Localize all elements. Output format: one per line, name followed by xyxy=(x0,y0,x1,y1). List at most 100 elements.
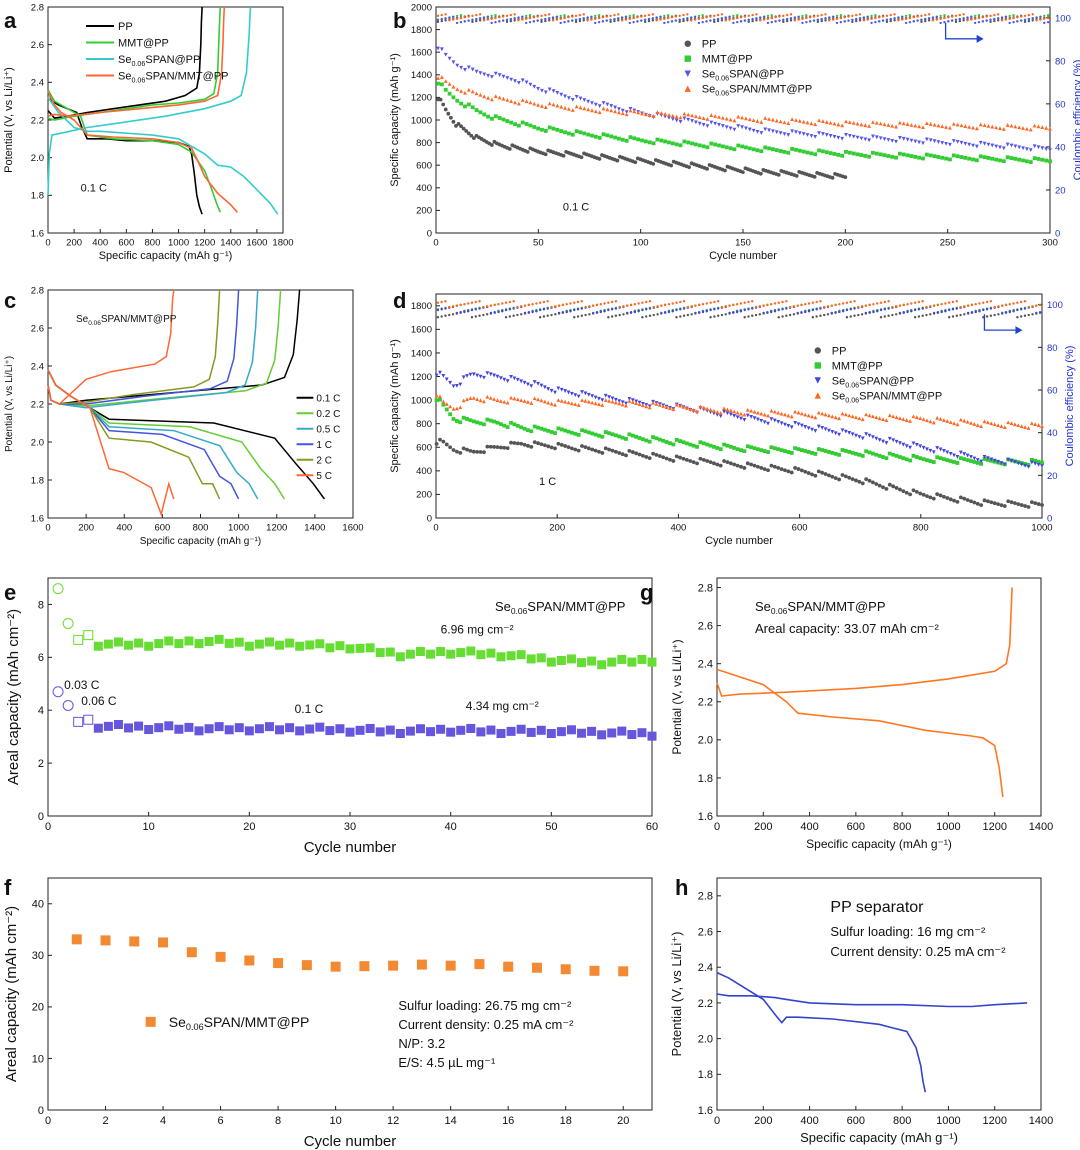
capacity-point xyxy=(770,147,775,152)
ce-point xyxy=(860,305,864,308)
data-point xyxy=(516,650,526,660)
ce-point xyxy=(698,311,701,314)
capacity-point xyxy=(715,462,720,467)
ce-point xyxy=(866,15,869,19)
legend-marker xyxy=(814,377,821,384)
capacity-point xyxy=(637,402,642,407)
ce-point xyxy=(493,303,496,307)
capacity-point xyxy=(549,445,554,450)
capacity-point xyxy=(1021,158,1025,163)
ce-point xyxy=(732,17,735,21)
capacity-point xyxy=(456,121,461,126)
capacity-point xyxy=(940,124,945,129)
ce-point xyxy=(675,301,678,304)
x-tick-label: 300 xyxy=(1042,238,1058,249)
y2-tick-label: 20 xyxy=(1055,185,1066,196)
capacity-point xyxy=(563,428,568,433)
ce-point xyxy=(641,301,644,304)
ce-point xyxy=(735,303,739,306)
capacity-point xyxy=(448,412,453,417)
capacity-point xyxy=(782,120,787,125)
ce-point xyxy=(561,311,565,314)
capacity-point xyxy=(769,463,774,468)
capacity-point xyxy=(601,132,606,137)
capacity-point xyxy=(742,449,747,454)
ce-point xyxy=(1035,19,1038,22)
ce-point xyxy=(785,19,789,23)
ce-point xyxy=(902,303,905,307)
data-point xyxy=(194,726,204,736)
capacity-point xyxy=(628,135,633,140)
ce-point xyxy=(538,301,542,304)
ce-point xyxy=(943,13,946,17)
ce-point xyxy=(607,308,610,312)
capacity-point xyxy=(478,398,483,403)
ce-point xyxy=(701,310,705,313)
ce-point xyxy=(605,15,608,18)
capacity-point xyxy=(774,118,779,123)
data-point xyxy=(325,643,335,653)
capacity-point xyxy=(894,124,898,129)
ce-point xyxy=(524,21,528,25)
capacity-point xyxy=(543,129,548,133)
capacity-point xyxy=(882,137,887,142)
capacity-point xyxy=(836,122,841,127)
ce-point xyxy=(1027,13,1031,17)
ce-point xyxy=(645,308,648,311)
capacity-point xyxy=(1013,156,1018,161)
capacity-point xyxy=(607,447,611,452)
ce-point xyxy=(523,304,527,307)
capacity-point xyxy=(881,417,885,422)
capacity-point xyxy=(563,130,567,135)
ce-point xyxy=(858,19,862,22)
panel-letter: e xyxy=(4,580,16,605)
capacity-point xyxy=(492,445,497,449)
capacity-point xyxy=(482,422,486,427)
ce-point xyxy=(440,315,443,318)
capacity-point xyxy=(805,150,810,155)
ce-point xyxy=(901,18,904,21)
capacity-point xyxy=(674,437,679,442)
capacity-point xyxy=(520,78,525,83)
capacity-point xyxy=(488,395,493,400)
ce-point xyxy=(939,17,942,21)
ce-point xyxy=(498,20,501,23)
capacity-point xyxy=(928,138,933,143)
capacity-point xyxy=(917,140,922,145)
ce-point xyxy=(614,307,618,310)
ce-point xyxy=(1027,313,1030,317)
discharge-curve xyxy=(47,89,222,213)
ce-point xyxy=(567,20,570,23)
capacity-point xyxy=(904,444,909,449)
ce-point xyxy=(705,20,708,23)
capacity-point xyxy=(678,115,683,120)
ce-point xyxy=(891,313,894,317)
capacity-point xyxy=(529,401,534,405)
ce-point xyxy=(855,13,858,17)
capacity-point xyxy=(697,143,702,148)
capacity-point xyxy=(597,157,602,161)
ce-point xyxy=(601,16,605,19)
capacity-point xyxy=(705,406,710,411)
capacity-point xyxy=(794,173,799,178)
x-tick-label: 6 xyxy=(218,1115,224,1127)
capacity-point xyxy=(586,399,591,404)
capacity-point xyxy=(944,141,948,146)
capacity-point xyxy=(909,138,914,143)
capacity-point xyxy=(931,450,936,455)
ce-point xyxy=(705,309,709,312)
capacity-point xyxy=(1017,125,1022,130)
capacity-point xyxy=(438,370,442,375)
capacity-point xyxy=(996,423,1000,428)
capacity-point xyxy=(877,416,882,421)
capacity-point xyxy=(583,391,588,396)
ce-point xyxy=(459,303,462,307)
data-point xyxy=(134,721,144,731)
capacity-point xyxy=(932,139,937,144)
capacity-point xyxy=(932,154,937,159)
capacity-point xyxy=(967,142,972,147)
ce-point xyxy=(548,19,551,22)
data-point xyxy=(637,654,647,664)
capacity-point xyxy=(1005,142,1010,147)
ce-point xyxy=(643,14,647,18)
